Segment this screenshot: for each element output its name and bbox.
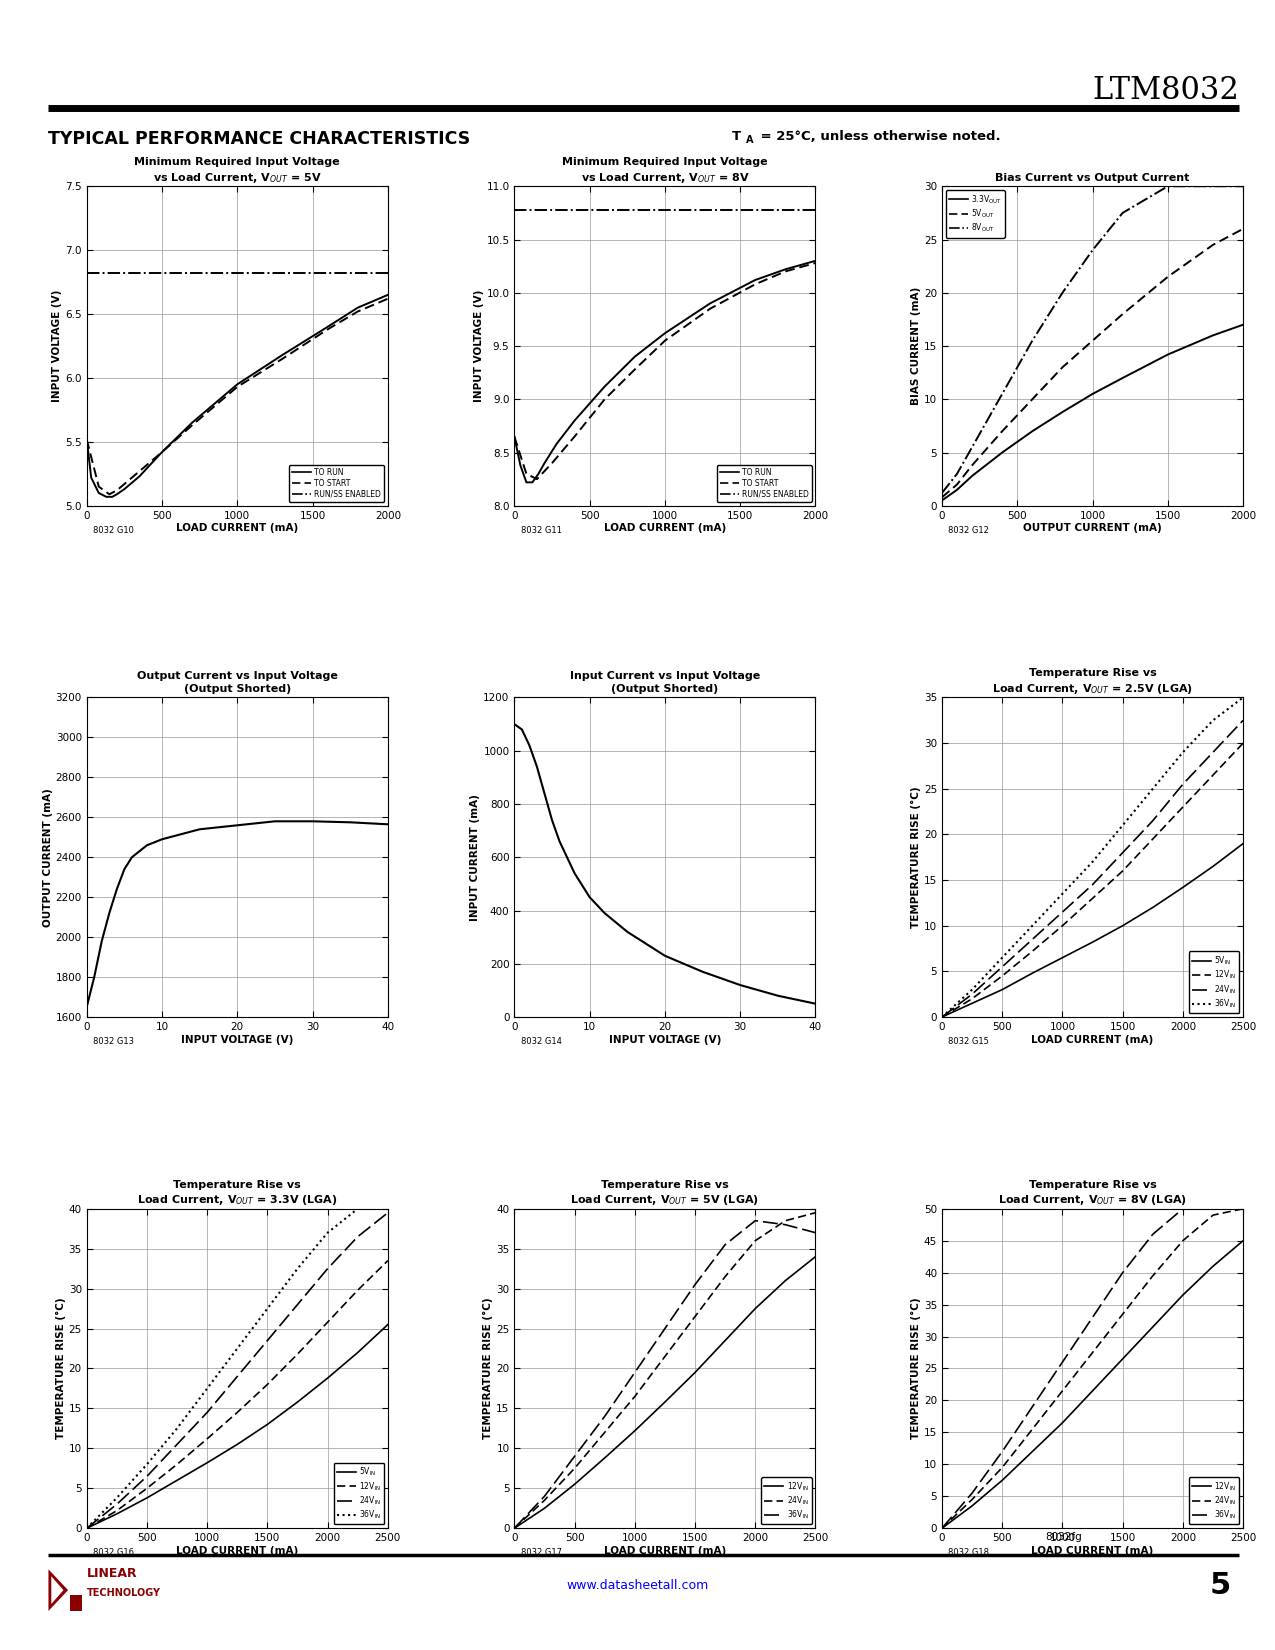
Title: Temperature Rise vs
Load Current, V$_{OUT}$ = 2.5V (LGA): Temperature Rise vs Load Current, V$_{OU… — [992, 668, 1193, 696]
Text: 8032 G18: 8032 G18 — [949, 1548, 989, 1558]
Text: 8032 G11: 8032 G11 — [520, 526, 561, 535]
Title: Minimum Required Input Voltage
vs Load Current, V$_{OUT}$ = 8V: Minimum Required Input Voltage vs Load C… — [562, 157, 768, 185]
Text: 8032fg: 8032fg — [1046, 1531, 1082, 1541]
Text: 8032 G12: 8032 G12 — [949, 526, 989, 535]
FancyBboxPatch shape — [70, 1596, 83, 1610]
Title: Minimum Required Input Voltage
vs Load Current, V$_{OUT}$ = 5V: Minimum Required Input Voltage vs Load C… — [134, 157, 340, 185]
Text: LTM8032: LTM8032 — [1093, 74, 1239, 106]
Legend: 12V$_\mathregular{IN}$, 24V$_\mathregular{IN}$, 36V$_\mathregular{IN}$: 12V$_\mathregular{IN}$, 24V$_\mathregula… — [761, 1477, 812, 1525]
Title: Temperature Rise vs
Load Current, V$_{OUT}$ = 3.3V (LGA): Temperature Rise vs Load Current, V$_{OU… — [136, 1180, 338, 1208]
Title: Bias Current vs Output Current: Bias Current vs Output Current — [996, 173, 1190, 183]
Y-axis label: TEMPERATURE RISE (°C): TEMPERATURE RISE (°C) — [483, 1297, 493, 1439]
Legend: 3.3V$_\mathregular{OUT}$, 5V$_\mathregular{OUT}$, 8V$_\mathregular{OUT}$: 3.3V$_\mathregular{OUT}$, 5V$_\mathregul… — [946, 190, 1005, 238]
Text: TECHNOLOGY: TECHNOLOGY — [87, 1589, 161, 1599]
Title: Input Current vs Input Voltage
(Output Shorted): Input Current vs Input Voltage (Output S… — [570, 672, 760, 695]
Text: 8032 G17: 8032 G17 — [520, 1548, 562, 1558]
Text: 8032 G16: 8032 G16 — [93, 1548, 134, 1558]
Text: 8032 G15: 8032 G15 — [949, 1036, 989, 1046]
Text: A: A — [746, 135, 754, 145]
Legend: TO RUN, TO START, RUN/SS ENABLED: TO RUN, TO START, RUN/SS ENABLED — [289, 465, 384, 502]
Title: Temperature Rise vs
Load Current, V$_{OUT}$ = 5V (LGA): Temperature Rise vs Load Current, V$_{OU… — [570, 1180, 760, 1208]
Y-axis label: TEMPERATURE RISE (°C): TEMPERATURE RISE (°C) — [912, 787, 921, 927]
Text: T: T — [732, 130, 741, 144]
X-axis label: LOAD CURRENT (mA): LOAD CURRENT (mA) — [176, 523, 298, 533]
Text: 8032 G10: 8032 G10 — [93, 526, 134, 535]
Polygon shape — [48, 1569, 68, 1610]
X-axis label: INPUT VOLTAGE (V): INPUT VOLTAGE (V) — [608, 1035, 722, 1044]
Legend: TO RUN, TO START, RUN/SS ENABLED: TO RUN, TO START, RUN/SS ENABLED — [717, 465, 812, 502]
Legend: 12V$_\mathregular{IN}$, 24V$_\mathregular{IN}$, 36V$_\mathregular{IN}$: 12V$_\mathregular{IN}$, 24V$_\mathregula… — [1190, 1477, 1239, 1525]
Y-axis label: BIAS CURRENT (mA): BIAS CURRENT (mA) — [912, 287, 921, 406]
Y-axis label: INPUT VOLTAGE (V): INPUT VOLTAGE (V) — [52, 290, 62, 403]
X-axis label: OUTPUT CURRENT (mA): OUTPUT CURRENT (mA) — [1023, 523, 1162, 533]
X-axis label: LOAD CURRENT (mA): LOAD CURRENT (mA) — [176, 1546, 298, 1556]
Text: = 25°C, unless otherwise noted.: = 25°C, unless otherwise noted. — [756, 130, 1001, 144]
Title: Output Current vs Input Voltage
(Output Shorted): Output Current vs Input Voltage (Output … — [136, 672, 338, 695]
Text: LINEAR: LINEAR — [87, 1568, 138, 1581]
Legend: 5V$_\mathregular{IN}$, 12V$_\mathregular{IN}$, 24V$_\mathregular{IN}$, 36V$_\mat: 5V$_\mathregular{IN}$, 12V$_\mathregular… — [1190, 952, 1239, 1013]
Text: 8032 G14: 8032 G14 — [520, 1036, 561, 1046]
Text: TYPICAL PERFORMANCE CHARACTERISTICS: TYPICAL PERFORMANCE CHARACTERISTICS — [48, 130, 470, 148]
X-axis label: LOAD CURRENT (mA): LOAD CURRENT (mA) — [604, 1546, 725, 1556]
Legend: 5V$_\mathregular{IN}$, 12V$_\mathregular{IN}$, 24V$_\mathregular{IN}$, 36V$_\mat: 5V$_\mathregular{IN}$, 12V$_\mathregular… — [334, 1462, 384, 1525]
Y-axis label: INPUT VOLTAGE (V): INPUT VOLTAGE (V) — [473, 290, 483, 403]
Y-axis label: INPUT CURRENT (mA): INPUT CURRENT (mA) — [470, 794, 481, 921]
Text: www.datasheetall.com: www.datasheetall.com — [566, 1579, 709, 1592]
Y-axis label: TEMPERATURE RISE (°C): TEMPERATURE RISE (°C) — [912, 1297, 921, 1439]
Text: 8032 G13: 8032 G13 — [93, 1036, 134, 1046]
Polygon shape — [51, 1576, 64, 1604]
Y-axis label: TEMPERATURE RISE (°C): TEMPERATURE RISE (°C) — [56, 1297, 66, 1439]
Y-axis label: OUTPUT CURRENT (mA): OUTPUT CURRENT (mA) — [43, 789, 52, 927]
X-axis label: LOAD CURRENT (mA): LOAD CURRENT (mA) — [1031, 1035, 1154, 1044]
X-axis label: INPUT VOLTAGE (V): INPUT VOLTAGE (V) — [181, 1035, 293, 1044]
X-axis label: LOAD CURRENT (mA): LOAD CURRENT (mA) — [1031, 1546, 1154, 1556]
Title: Temperature Rise vs
Load Current, V$_{OUT}$ = 8V (LGA): Temperature Rise vs Load Current, V$_{OU… — [998, 1180, 1187, 1208]
Text: 5: 5 — [1209, 1571, 1230, 1600]
X-axis label: LOAD CURRENT (mA): LOAD CURRENT (mA) — [604, 523, 725, 533]
